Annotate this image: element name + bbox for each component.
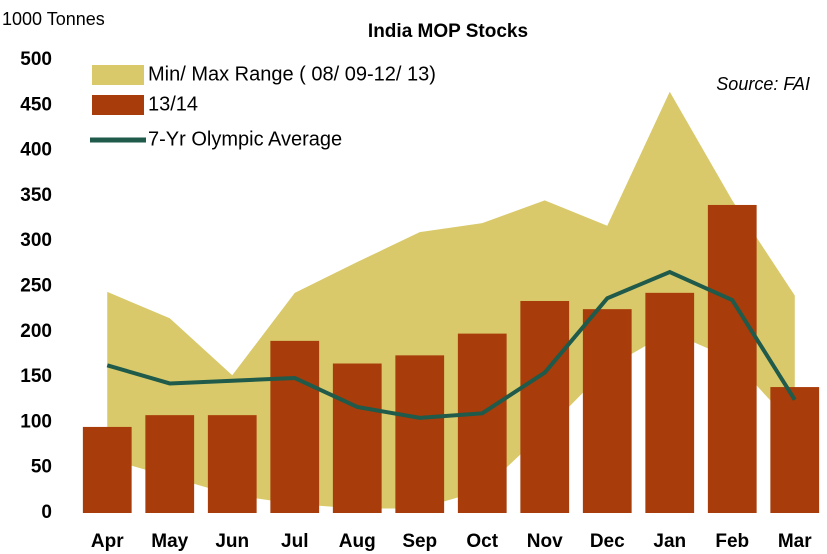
bar	[457, 333, 507, 513]
x-tick-label: May	[151, 531, 188, 552]
x-tick-label: Jan	[653, 531, 686, 552]
legend-swatch	[92, 65, 144, 85]
x-tick-label: Nov	[527, 531, 563, 552]
bar	[82, 426, 132, 513]
x-tick-label: Apr	[91, 531, 124, 552]
bar	[770, 387, 820, 513]
y-tick-label: 350	[20, 185, 52, 206]
bar	[582, 309, 632, 513]
line	[106, 269, 797, 420]
y-tick-label: 0	[41, 502, 52, 523]
y-tick-label: 250	[20, 276, 52, 297]
bar	[395, 355, 445, 513]
bar	[332, 363, 382, 513]
bar	[145, 415, 195, 513]
x-tick-label: Dec	[590, 531, 625, 552]
x-tick-label: Aug	[339, 531, 376, 552]
y-axis-label: 1000 Tonnes	[2, 9, 105, 29]
bar	[707, 204, 757, 513]
bar	[645, 292, 695, 513]
y-tick-label: 100	[20, 411, 52, 432]
x-tick-label: Jul	[281, 531, 308, 552]
x-tick-label: Sep	[402, 531, 437, 552]
x-tick-label: Jun	[215, 531, 249, 552]
y-tick-label: 400	[20, 140, 52, 161]
source-note: Source: FAI	[716, 74, 810, 94]
y-tick-label: 450	[20, 94, 52, 115]
bar	[207, 415, 257, 513]
y-tick-label: 150	[20, 366, 52, 387]
bar	[270, 340, 320, 513]
chart-title: India MOP Stocks	[368, 21, 528, 42]
x-tick-label: Feb	[715, 531, 749, 552]
y-tick-label: 500	[20, 49, 52, 70]
legend-label: Min/ Max Range ( 08/ 09-12/ 13)	[148, 63, 436, 85]
legend-label: 13/14	[148, 93, 198, 115]
y-tick-label: 300	[20, 230, 52, 251]
legend-label: 7-Yr Olympic Average	[148, 128, 342, 150]
y-tick-label: 200	[20, 321, 52, 342]
legend-swatch	[92, 95, 144, 115]
x-tick-label: Mar	[778, 531, 812, 552]
x-tick-label: Oct	[466, 531, 498, 552]
y-tick-label: 50	[31, 457, 52, 478]
bar	[520, 300, 570, 513]
